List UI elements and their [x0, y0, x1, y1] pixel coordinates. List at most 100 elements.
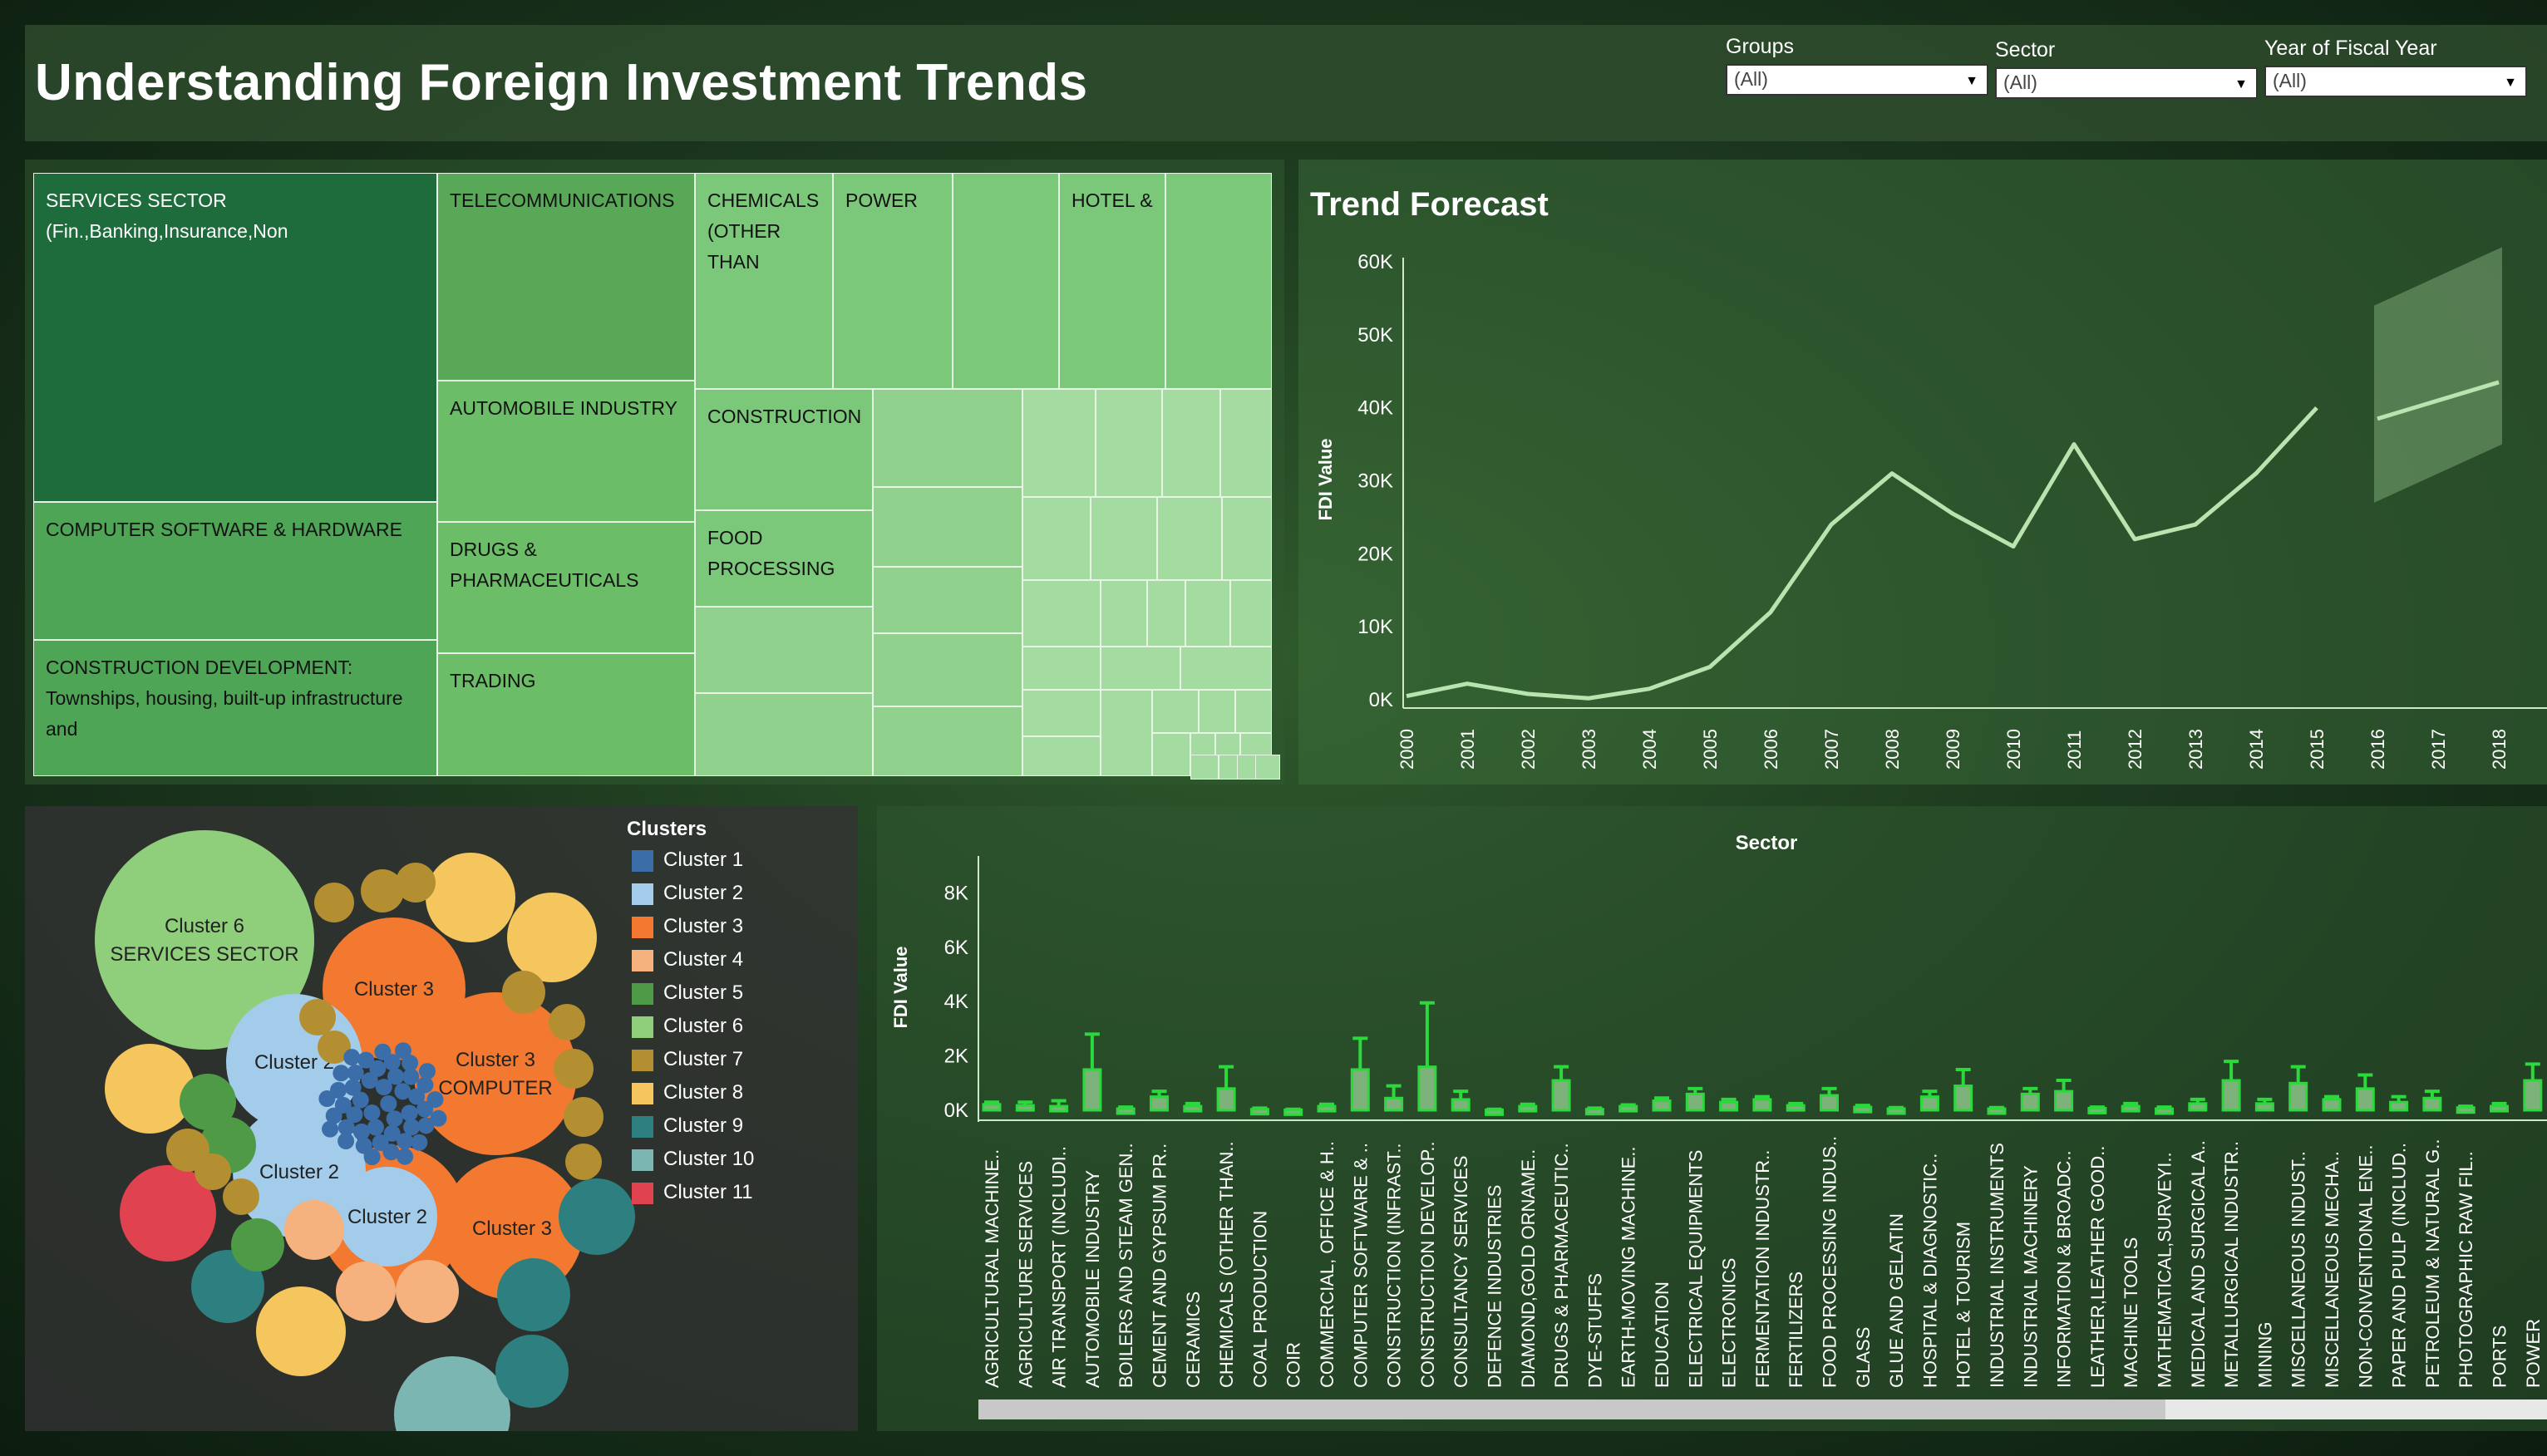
cluster-1-bubble — [375, 1079, 392, 1096]
legend-item[interactable]: Cluster 5 — [632, 981, 743, 1006]
treemap-cell-chemicals[interactable]: CHEMICALS (OTHER THAN — [695, 173, 833, 389]
x-tick-label: EDUCATION — [1652, 1281, 1673, 1388]
cluster-1-bubble — [346, 1106, 363, 1124]
filter-year: Year of Fiscal Year (All) ▼ — [2264, 37, 2527, 97]
cluster-1-bubble — [397, 1133, 414, 1150]
sector-dropdown[interactable]: (All) ▼ — [1995, 67, 2258, 99]
cluster-bubble-chart[interactable]: Cluster 6 SERVICES SECTOR Cluster 3 COMPUTE… — [25, 806, 657, 1431]
box-bar — [1518, 1104, 1538, 1113]
x-tick-label: METALLURGICAL INDUSTR.. — [2221, 1141, 2242, 1388]
treemap-cell-construction-development[interactable]: CONSTRUCTION DEVELOPMENT: Townships, hou… — [33, 640, 437, 776]
treemap-cell[interactable] — [1190, 733, 1215, 758]
x-tick-label: INDUSTRIAL INSTRUMENTS — [1987, 1143, 2008, 1388]
treemap-cell-food[interactable]: FOOD PROCESSING — [695, 510, 873, 607]
chevron-down-icon: ▼ — [2234, 77, 2248, 91]
legend-swatch — [632, 982, 653, 1005]
sector-box-chart[interactable]: Sector FDI Value 0K 2K 4K 6K 8K AGRICULTURAL MA… — [877, 806, 2547, 1431]
treemap-cell[interactable] — [1022, 580, 1101, 647]
treemap-cell-computer[interactable]: COMPUTER SOFTWARE & HARDWARE — [33, 502, 437, 640]
legend-item[interactable]: Cluster 4 — [632, 947, 743, 972]
treemap-cell[interactable] — [1190, 755, 1219, 780]
legend-item[interactable]: Cluster 2 — [632, 881, 743, 906]
x-tick-label: POWER — [2523, 1319, 2544, 1388]
treemap-cell-services[interactable]: SERVICES SECTOR (Fin.,Banking,Insurance,… — [33, 173, 437, 502]
treemap-cell[interactable] — [1101, 580, 1147, 647]
legend-item[interactable]: Cluster 11 — [632, 1180, 753, 1205]
treemap-cell[interactable] — [873, 633, 1022, 706]
treemap-cell[interactable] — [1162, 389, 1220, 497]
treemap-cell-trading[interactable]: TRADING — [437, 653, 695, 776]
cluster-1-bubble — [352, 1091, 369, 1109]
treemap-cell[interactable] — [1091, 497, 1157, 580]
legend-item[interactable]: Cluster 3 — [632, 914, 743, 939]
x-tick-label: 2017 — [2428, 729, 2449, 770]
treemap-cell[interactable] — [873, 706, 1022, 776]
treemap-cell[interactable] — [873, 487, 1022, 567]
treemap-cell[interactable] — [1215, 733, 1240, 758]
treemap-cell[interactable] — [1180, 647, 1272, 690]
box-bar — [1953, 1085, 1973, 1112]
treemap-cell[interactable] — [1152, 733, 1190, 776]
treemap-cell-drugs[interactable]: DRUGS & PHARMACEUTICALS — [437, 522, 695, 653]
treemap-cell[interactable] — [1157, 497, 1222, 580]
treemap-cell-telecommunications[interactable]: TELECOMMUNICATIONS — [437, 173, 695, 381]
treemap-cell[interactable] — [1222, 497, 1272, 580]
treemap-cell[interactable] — [1022, 389, 1096, 497]
legend-item[interactable]: Cluster 7 — [632, 1047, 743, 1072]
x-tick-label: 2016 — [2367, 729, 2388, 770]
y-tick-label: 10K — [1357, 616, 1393, 638]
treemap-cell[interactable] — [953, 173, 1059, 389]
treemap-cell[interactable] — [1022, 497, 1091, 580]
treemap-cell-automobile[interactable]: AUTOMOBILE INDUSTRY — [437, 381, 695, 522]
box-bar — [2523, 1079, 2543, 1112]
treemap-cell[interactable] — [695, 693, 873, 776]
treemap-cell[interactable] — [1230, 580, 1272, 647]
year-dropdown[interactable]: (All) ▼ — [2264, 66, 2527, 97]
treemap-cell[interactable] — [1096, 389, 1162, 497]
treemap: SERVICES SECTOR (Fin.,Banking,Insurance,… — [33, 173, 1280, 780]
x-tick-label: CERAMICS — [1183, 1291, 1204, 1388]
treemap-cell-power[interactable]: POWER — [833, 173, 953, 389]
cluster-1-bubble — [367, 1119, 384, 1136]
treemap-cell[interactable] — [1147, 580, 1185, 647]
box-bar — [2254, 1102, 2274, 1112]
legend-item[interactable]: Cluster 6 — [632, 1014, 743, 1039]
treemap-cell[interactable] — [1165, 173, 1272, 389]
x-tick-label: MEDICAL AND SURGICAL A.. — [2188, 1140, 2209, 1388]
legend-item[interactable]: Cluster 1 — [632, 848, 743, 873]
treemap-cell[interactable] — [1255, 755, 1280, 780]
x-tick-label: 2013 — [2185, 729, 2206, 770]
treemap-cell[interactable] — [1022, 690, 1101, 736]
x-tick-label: PORTS — [2490, 1326, 2510, 1388]
treemap-cell[interactable] — [1185, 580, 1230, 647]
treemap-cell[interactable] — [873, 567, 1022, 633]
legend-item[interactable]: Cluster 8 — [632, 1080, 743, 1105]
x-tick-label: 2015 — [2307, 729, 2328, 770]
cluster-bubble — [195, 1153, 231, 1190]
treemap-cell[interactable] — [1022, 736, 1101, 776]
treemap-cell[interactable] — [1235, 690, 1272, 733]
treemap-cell-hotel[interactable]: HOTEL & — [1059, 173, 1165, 389]
treemap-cell[interactable] — [1152, 690, 1199, 733]
legend-swatch — [632, 1149, 653, 1171]
x-tick-label: PAPER AND PULP (INCLUD.. — [2389, 1143, 2410, 1388]
treemap-cell[interactable] — [1101, 690, 1152, 776]
cluster-1-bubble — [322, 1120, 339, 1138]
treemap-cell[interactable] — [1220, 389, 1272, 497]
filter-sector: Sector (All) ▼ — [1995, 38, 2258, 99]
treemap-cell[interactable] — [695, 607, 873, 693]
cluster-1-bubble — [382, 1144, 400, 1161]
box-bar — [1551, 1079, 1571, 1112]
legend-item[interactable]: Cluster 10 — [632, 1147, 754, 1172]
treemap-cell[interactable] — [1101, 647, 1180, 690]
cluster-1-bubble — [329, 1081, 347, 1099]
groups-dropdown[interactable]: (All) ▼ — [1726, 64, 1988, 96]
trend-chart[interactable]: FDI Value 0K 10K 20K 30K 40K 50K 60K 2000 2001 200… — [1298, 160, 2547, 785]
treemap-cell[interactable] — [1022, 647, 1101, 690]
cluster-1-bubble — [426, 1091, 444, 1109]
trend-forecast-panel: Trend Forecast FDI Value 0K 10K 20K 30K 40K 50… — [1298, 160, 2547, 785]
treemap-cell[interactable] — [873, 389, 1022, 487]
treemap-cell[interactable] — [1199, 690, 1235, 733]
legend-item[interactable]: Cluster 9 — [632, 1114, 743, 1139]
treemap-cell-construction[interactable]: CONSTRUCTION — [695, 389, 873, 510]
